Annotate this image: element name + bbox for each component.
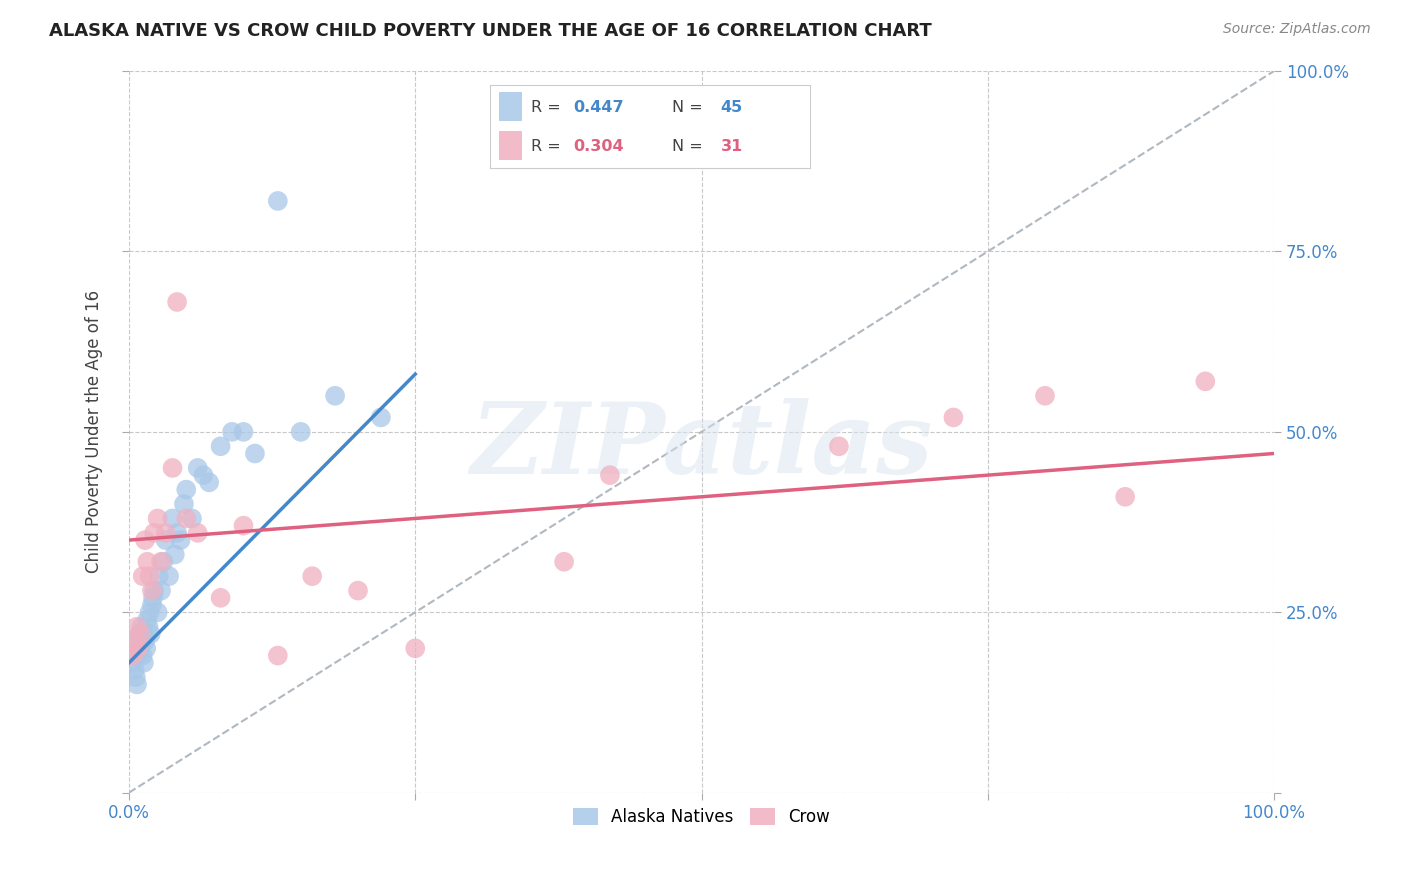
Point — [232, 518, 254, 533]
Point — [124, 634, 146, 648]
Point — [162, 461, 184, 475]
Point — [209, 439, 232, 453]
Point — [187, 525, 209, 540]
Point — [267, 194, 290, 208]
Point — [174, 483, 197, 497]
Point — [146, 605, 169, 619]
Point — [221, 425, 243, 439]
Point — [599, 468, 621, 483]
Point — [127, 634, 149, 648]
Point — [942, 410, 965, 425]
Point — [290, 425, 312, 439]
Point — [134, 533, 156, 547]
Point — [193, 468, 215, 483]
Point — [370, 410, 392, 425]
Point — [187, 461, 209, 475]
Point — [155, 525, 177, 540]
Point — [198, 475, 221, 490]
Point — [134, 634, 156, 648]
Point — [163, 548, 186, 562]
Point — [138, 620, 160, 634]
Point — [136, 612, 159, 626]
Point — [150, 555, 173, 569]
Point — [129, 627, 152, 641]
Point — [132, 656, 155, 670]
Point — [1114, 490, 1136, 504]
Point — [828, 439, 851, 453]
Point — [125, 677, 148, 691]
Point — [141, 598, 163, 612]
Point — [124, 663, 146, 677]
Point — [121, 648, 143, 663]
Point — [121, 656, 143, 670]
Point — [173, 497, 195, 511]
Point — [143, 525, 166, 540]
Point — [127, 648, 149, 663]
Point — [127, 641, 149, 656]
Point — [347, 583, 370, 598]
Point — [135, 641, 157, 656]
Point — [166, 525, 188, 540]
Point — [152, 555, 174, 569]
Point — [132, 569, 155, 583]
Point — [553, 555, 575, 569]
Point — [143, 583, 166, 598]
Point — [128, 627, 150, 641]
Point — [232, 425, 254, 439]
Point — [267, 648, 290, 663]
Text: Source: ZipAtlas.com: Source: ZipAtlas.com — [1223, 22, 1371, 37]
Point — [209, 591, 232, 605]
Point — [169, 533, 191, 547]
Point — [301, 569, 323, 583]
Legend: Alaska Natives, Crow: Alaska Natives, Crow — [564, 800, 838, 835]
Point — [125, 620, 148, 634]
Point — [148, 569, 170, 583]
Point — [139, 627, 162, 641]
Point — [142, 591, 165, 605]
Point — [129, 641, 152, 656]
Point — [1033, 389, 1056, 403]
Y-axis label: Child Poverty Under the Age of 16: Child Poverty Under the Age of 16 — [86, 290, 103, 574]
Point — [404, 641, 426, 656]
Point — [174, 511, 197, 525]
Point — [155, 533, 177, 547]
Point — [132, 627, 155, 641]
Point — [181, 511, 204, 525]
Point — [150, 583, 173, 598]
Point — [323, 389, 346, 403]
Point — [136, 555, 159, 569]
Point — [157, 569, 180, 583]
Point — [1194, 375, 1216, 389]
Point — [166, 295, 188, 310]
Point — [146, 511, 169, 525]
Point — [138, 569, 160, 583]
Point — [138, 605, 160, 619]
Point — [141, 583, 163, 598]
Point — [243, 446, 266, 460]
Point — [162, 511, 184, 525]
Point — [131, 620, 153, 634]
Point — [125, 670, 148, 684]
Point — [132, 648, 155, 663]
Text: ZIPatlas: ZIPatlas — [471, 398, 932, 494]
Text: ALASKA NATIVE VS CROW CHILD POVERTY UNDER THE AGE OF 16 CORRELATION CHART: ALASKA NATIVE VS CROW CHILD POVERTY UNDE… — [49, 22, 932, 40]
